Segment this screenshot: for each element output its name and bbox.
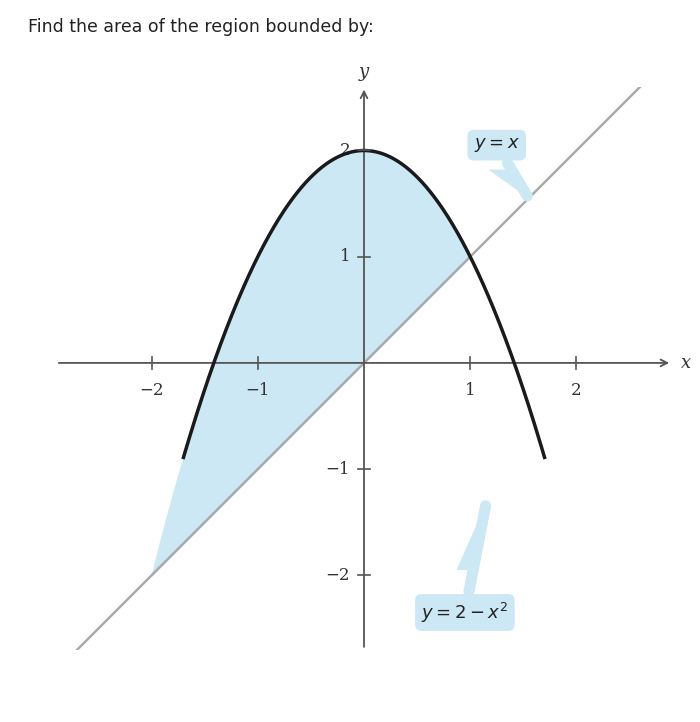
Polygon shape	[489, 170, 528, 199]
Text: 1: 1	[340, 248, 350, 265]
Text: 2: 2	[340, 142, 350, 159]
Text: $y = 2 - x^2$: $y = 2 - x^2$	[421, 506, 508, 625]
Text: Find the area of the region bounded by:: Find the area of the region bounded by:	[28, 18, 374, 36]
Text: 1: 1	[465, 382, 475, 399]
Text: −1: −1	[326, 461, 350, 478]
Text: −1: −1	[246, 382, 270, 399]
Text: y: y	[359, 64, 369, 82]
Polygon shape	[456, 503, 486, 570]
Text: x: x	[680, 354, 691, 372]
Text: 2: 2	[571, 382, 582, 399]
Text: −2: −2	[139, 382, 164, 399]
Text: −2: −2	[326, 567, 350, 584]
Text: $y = x$: $y = x$	[474, 136, 527, 196]
